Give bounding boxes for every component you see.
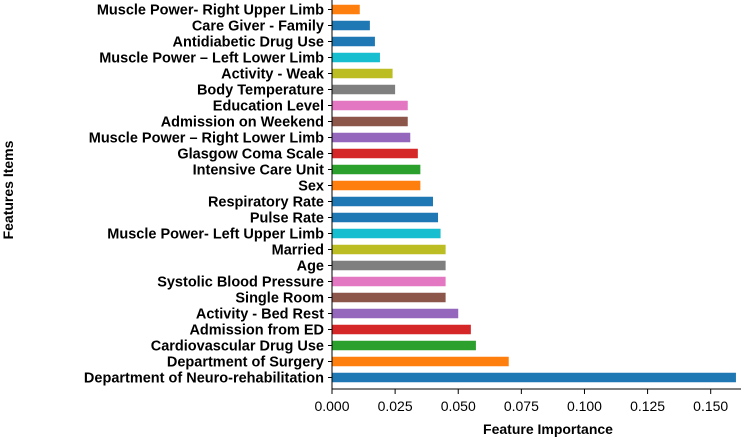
category-label: Care Giver - Family xyxy=(192,19,324,35)
bar xyxy=(332,132,411,143)
bar xyxy=(332,228,441,239)
bar xyxy=(332,116,408,127)
bar xyxy=(332,196,433,207)
x-tick-label: 0.050 xyxy=(441,398,476,414)
bar xyxy=(332,164,421,175)
bar xyxy=(332,100,408,111)
y-axis-title: Features Items xyxy=(0,140,16,239)
category-label: Age xyxy=(297,259,324,275)
x-tick-label: 0.125 xyxy=(630,398,665,414)
category-labels-group: Department of Neuro-rehabilitationDepart… xyxy=(84,3,332,387)
bar xyxy=(332,180,421,191)
bar xyxy=(332,84,396,95)
category-label: Muscle Power – Left Lower Limb xyxy=(99,51,324,67)
category-label: Admission from ED xyxy=(189,323,324,339)
category-label: Education Level xyxy=(213,99,324,115)
bar xyxy=(332,20,370,31)
category-label: Muscle Power – Right Lower Limb xyxy=(89,131,324,147)
bar xyxy=(332,340,476,351)
category-label: Department of Surgery xyxy=(167,355,324,371)
x-axis-title: Feature Importance xyxy=(483,421,613,437)
bar xyxy=(332,36,375,47)
bar xyxy=(332,356,509,367)
bar xyxy=(332,276,446,287)
category-label: Respiratory Rate xyxy=(208,195,324,211)
x-tick-label: 0.075 xyxy=(504,398,539,414)
bar xyxy=(332,212,439,223)
x-tick-label: 0.150 xyxy=(693,398,728,414)
category-label: Intensive Care Unit xyxy=(193,163,325,179)
bar xyxy=(332,148,418,159)
bar xyxy=(332,68,393,79)
category-label: Glasgow Coma Scale xyxy=(177,147,324,163)
bar xyxy=(332,372,736,383)
bar xyxy=(332,324,471,335)
bar xyxy=(332,244,446,255)
category-label: Admission on Weekend xyxy=(161,115,324,131)
bar xyxy=(332,4,360,15)
x-ticks-group: 0.000 0.025 0.050 0.075 0.100 0.125 0.150 xyxy=(314,389,728,414)
category-label: Cardiovascular Drug Use xyxy=(151,339,324,355)
category-label: Activity - Weak xyxy=(221,67,325,83)
bars-group xyxy=(332,4,736,383)
bar xyxy=(332,260,446,271)
x-tick-label: 0.025 xyxy=(378,398,413,414)
category-label: Muscle Power- Right Upper Limb xyxy=(97,3,324,19)
category-label: Activity - Bed Rest xyxy=(196,307,324,323)
category-label: Body Temperature xyxy=(197,83,324,99)
bar xyxy=(332,52,380,63)
category-label: Single Room xyxy=(235,291,324,307)
category-label: Pulse Rate xyxy=(250,211,324,227)
bar xyxy=(332,308,459,319)
category-label: Department of Neuro-rehabilitation xyxy=(84,371,324,387)
category-label: Sex xyxy=(298,179,324,195)
x-tick-label: 0.000 xyxy=(314,398,349,414)
category-label: Muscle Power- Left Upper Limb xyxy=(107,227,324,243)
bar xyxy=(332,292,446,303)
category-label: Antidiabetic Drug Use xyxy=(173,35,324,51)
category-label: Systolic Blood Pressure xyxy=(157,275,324,291)
category-label: Married xyxy=(272,243,324,259)
x-tick-label: 0.100 xyxy=(567,398,602,414)
